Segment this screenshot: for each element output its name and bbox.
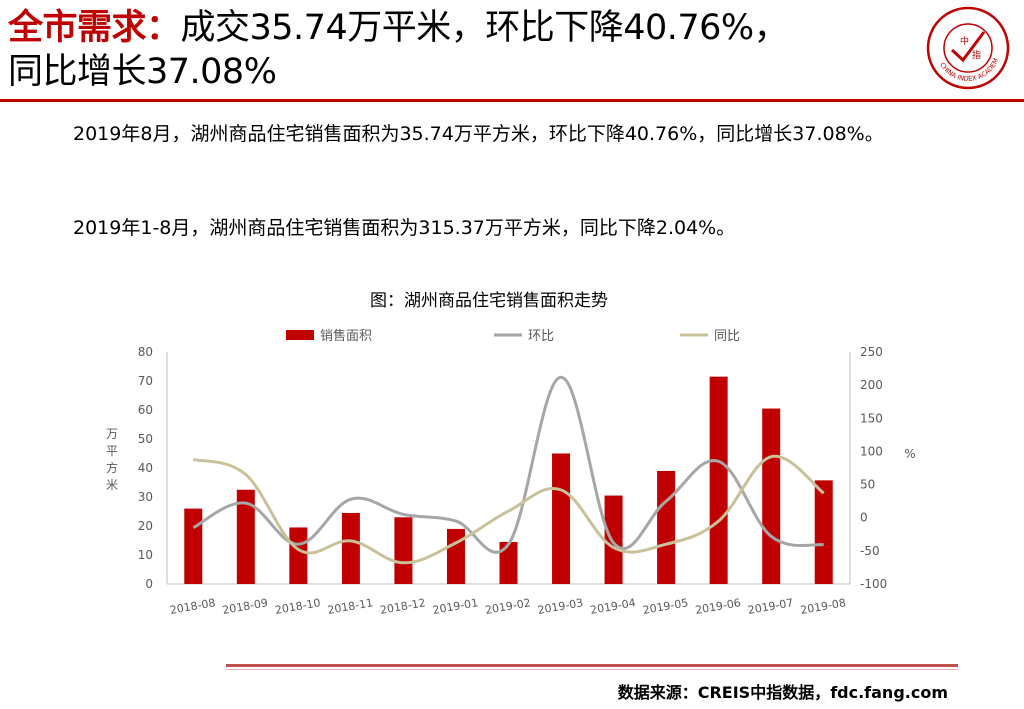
bar-sales-area bbox=[814, 480, 833, 584]
bar-sales-area bbox=[289, 527, 308, 584]
x-tick-label: 2019-02 bbox=[484, 596, 532, 617]
x-tick-label: 2019-01 bbox=[432, 596, 480, 617]
x-tick-label: 2019-05 bbox=[642, 596, 690, 617]
bar-sales-area bbox=[762, 408, 781, 584]
slide-title: 全市需求：成交35.74万平米，环比下降40.76%， 同比增长37.08% bbox=[8, 6, 908, 94]
y-right-tick-label: 250 bbox=[860, 345, 883, 359]
data-source: 数据来源：CREIS中指数据，fdc.fang.com bbox=[617, 683, 948, 702]
title-divider bbox=[0, 99, 1024, 102]
y-left-tick-label: 60 bbox=[138, 403, 153, 417]
y-right-tick-label: 100 bbox=[860, 444, 883, 458]
logo-outer-ring bbox=[926, 6, 1010, 90]
y-left-axis-title-char: 万 bbox=[106, 427, 118, 441]
bar-sales-area bbox=[499, 541, 518, 584]
line-mom bbox=[192, 375, 824, 554]
x-tick-label: 2019-04 bbox=[589, 596, 637, 617]
logo-check-mark bbox=[950, 31, 986, 63]
bar-sales-area bbox=[236, 489, 255, 584]
bar-sales-area bbox=[341, 512, 360, 584]
legend-label: 环比 bbox=[528, 329, 554, 344]
footer-divider bbox=[226, 664, 958, 667]
x-tick-label: 2018-08 bbox=[169, 596, 217, 617]
sales-area-chart: 0 10 20 30 40 50 60 70 80 -100 -50 0 50 100 150 200 250 万… bbox=[106, 328, 916, 617]
y-left-tick-label: 30 bbox=[138, 490, 153, 504]
logo-text-1: 中 bbox=[960, 35, 969, 47]
line-yoy bbox=[192, 454, 825, 565]
x-tick-label: 2019-07 bbox=[747, 596, 795, 617]
y-left-axis-title-char: 米 bbox=[106, 478, 118, 492]
bar-sales-area bbox=[184, 508, 203, 584]
paragraph-1: 2019年8月，湖州商品住宅销售面积为35.74万平方米，环比下降40.76%，… bbox=[73, 123, 884, 145]
x-tick-label: 2018-12 bbox=[379, 596, 427, 617]
y-left-tick-label: 50 bbox=[138, 432, 153, 446]
bar-sales-area bbox=[552, 453, 571, 584]
title-accent: 全市需求： bbox=[8, 8, 181, 48]
y-left-tick-label: 70 bbox=[138, 374, 153, 388]
y-right-tick-label: 50 bbox=[860, 478, 875, 492]
y-left-axis-title-char: 平 bbox=[106, 444, 118, 458]
legend-swatch-sales-area bbox=[286, 330, 314, 340]
footer-divider-thin bbox=[226, 669, 958, 670]
title-line1: 成交35.74万平米，环比下降40.76%， bbox=[180, 8, 789, 48]
legend-label: 销售面积 bbox=[320, 328, 372, 344]
y-right-tick-label: -50 bbox=[860, 544, 880, 558]
bar-sales-area bbox=[657, 470, 676, 584]
x-tick-label: 2018-11 bbox=[327, 596, 375, 617]
y-left-axis-title-char: 方 bbox=[106, 460, 118, 475]
bar-sales-area bbox=[394, 517, 413, 584]
x-tick-label: 2019-06 bbox=[694, 596, 742, 617]
x-tick-label: 2018-09 bbox=[221, 596, 269, 617]
logo-inner-ring bbox=[943, 23, 993, 73]
y-right-tick-label: 200 bbox=[860, 378, 883, 392]
y-left-tick-label: 0 bbox=[145, 577, 153, 591]
y-left-tick-label: 40 bbox=[138, 461, 153, 475]
y-left-tick-label: 80 bbox=[138, 345, 153, 359]
x-tick-label: 2018-10 bbox=[274, 596, 322, 617]
paragraph-2: 2019年1-8月，湖州商品住宅销售面积为315.37万平方米，同比下降2.04… bbox=[73, 217, 736, 239]
y-right-tick-label: 0 bbox=[860, 511, 868, 525]
bar-sales-area bbox=[446, 528, 465, 584]
bar-sales-area bbox=[709, 376, 728, 584]
bar-sales-area bbox=[604, 495, 623, 584]
y-right-tick-label: 150 bbox=[860, 411, 883, 425]
y-left-tick-label: 20 bbox=[138, 519, 153, 533]
y-left-tick-label: 10 bbox=[138, 548, 153, 562]
x-tick-label: 2019-08 bbox=[799, 596, 847, 617]
y-right-tick-label: -100 bbox=[860, 577, 887, 591]
x-tick-label: 2019-03 bbox=[537, 596, 585, 617]
chart-title: 图：湖州商品住宅销售面积走势 bbox=[370, 291, 608, 311]
y-right-axis-title: % bbox=[904, 447, 915, 461]
china-index-academy-logo: 中 指 CHINA INDEX ACADEMY bbox=[916, 2, 1010, 90]
legend-label: 同比 bbox=[714, 329, 740, 344]
logo-text-2: 指 bbox=[972, 49, 981, 61]
title-line2: 同比增长37.08% bbox=[8, 52, 277, 92]
